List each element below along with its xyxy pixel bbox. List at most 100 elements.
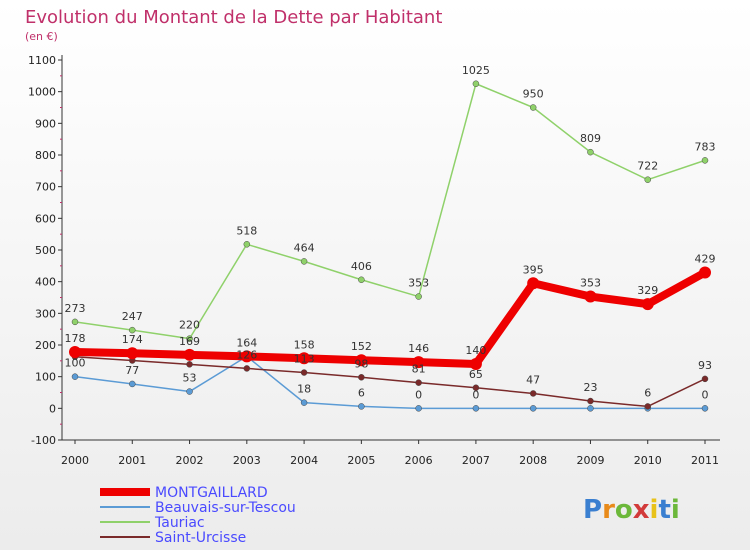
data-point: [186, 361, 193, 368]
x-tick-label: 2010: [634, 454, 662, 467]
data-label: 164: [236, 336, 257, 349]
data-point: [472, 384, 480, 391]
legend: MONTGAILLARDBeauvais-sur-TescouTauriacSa…: [100, 485, 296, 546]
data-point: [358, 276, 365, 284]
legend-label: MONTGAILLARD: [155, 485, 268, 501]
x-tick-label: 2002: [176, 454, 204, 467]
x-tick-label: 2009: [576, 454, 604, 467]
data-point: [358, 374, 365, 381]
data-label: 353: [580, 277, 601, 290]
data-point: [469, 358, 482, 370]
data-label: 174: [122, 333, 143, 346]
data-label: 113: [294, 353, 315, 366]
data-point: [412, 356, 425, 369]
data-point: [701, 405, 709, 412]
x-tick-label: 2007: [462, 454, 490, 467]
data-point: [355, 354, 368, 367]
data-label: 53: [183, 372, 197, 385]
data-point: [129, 326, 136, 334]
data-label: 93: [698, 359, 712, 372]
data-label: 395: [523, 263, 544, 276]
data-label: 247: [122, 310, 143, 323]
y-tick-label: 1000: [28, 86, 56, 99]
chart-subtitle: (en €): [25, 30, 58, 43]
data-point: [415, 405, 422, 412]
data-label: 464: [294, 241, 315, 254]
data-point: [472, 80, 480, 87]
data-label: 81: [412, 363, 426, 376]
data-label: 220: [179, 319, 200, 332]
data-label: 406: [351, 260, 372, 273]
data-point: [129, 380, 136, 388]
data-point: [243, 241, 251, 248]
y-tick-label: 600: [35, 212, 56, 225]
data-point: [358, 403, 365, 410]
data-point: [300, 399, 308, 406]
data-label: 273: [65, 302, 86, 315]
data-labels: 273 247 220 518 464 406 353 1025 950 809 722 783 100…: [65, 64, 716, 402]
x-tick-label: 2008: [519, 454, 547, 467]
x-tick-label: 2005: [347, 454, 375, 467]
y-tick-label: 400: [35, 276, 56, 289]
data-point: [298, 352, 311, 365]
data-point: [587, 397, 594, 405]
data-label: 47: [526, 373, 540, 386]
data-point: [701, 375, 709, 383]
y-tick-label: 1100: [28, 54, 56, 67]
data-label: 0: [702, 388, 709, 401]
data-label: 1025: [462, 64, 490, 77]
data-point: [240, 350, 253, 363]
data-label: 0: [415, 388, 422, 401]
data-label: 950: [523, 88, 544, 101]
data-point: [527, 277, 540, 290]
series-line-saint-urcisse: [74, 355, 706, 408]
data-label: 6: [358, 386, 365, 399]
data-label: 126: [236, 348, 257, 361]
data-label: 722: [637, 160, 658, 173]
x-tick-label: 2003: [233, 454, 261, 467]
legend-label: Saint-Urcisse: [155, 530, 246, 546]
data-point: [699, 266, 711, 279]
data-point: [529, 104, 537, 111]
data-label: 158: [294, 338, 315, 351]
data-label: 98: [354, 357, 368, 370]
data-label: 169: [179, 335, 200, 348]
data-label: 429: [695, 252, 716, 265]
legend-label: Tauriac: [154, 515, 205, 531]
data-label: 18: [297, 383, 311, 396]
data-point: [186, 335, 193, 342]
data-point: [529, 390, 537, 397]
data-label: 65: [469, 368, 483, 381]
data-point: [69, 345, 81, 358]
y-tick-label: 100: [35, 371, 56, 384]
y-tick-label: 0: [49, 402, 56, 415]
data-point: [641, 298, 654, 311]
series-line-tauriac: [74, 83, 706, 340]
data-point: [587, 405, 594, 412]
data-label: 783: [695, 140, 716, 153]
data-point: [300, 258, 308, 265]
x-tick-label: 2006: [405, 454, 433, 467]
y-tick-label: 900: [35, 117, 56, 130]
y-tick-label: -100: [31, 434, 56, 447]
data-point: [71, 373, 79, 380]
data-point: [415, 293, 422, 300]
data-point: [529, 405, 537, 412]
data-point: [701, 157, 709, 164]
data-label: 329: [637, 284, 658, 297]
series-line-montgaillard: [71, 268, 709, 368]
data-label: 100: [65, 357, 86, 370]
data-label: 140: [465, 344, 486, 357]
axes: -100010020030040050060070080090010001100…: [28, 54, 720, 467]
chart-title: Evolution du Montant de la Dette par Hab…: [25, 7, 442, 28]
data-label: 0: [472, 388, 479, 401]
data-point: [126, 347, 139, 360]
data-label: 146: [408, 342, 429, 355]
data-label: 353: [408, 277, 429, 290]
data-point: [584, 290, 597, 303]
y-tick-label: 200: [35, 339, 56, 352]
x-tick-label: 2000: [61, 454, 89, 467]
data-label: 518: [236, 224, 257, 237]
data-point: [71, 318, 79, 326]
series-layer: [69, 80, 711, 412]
